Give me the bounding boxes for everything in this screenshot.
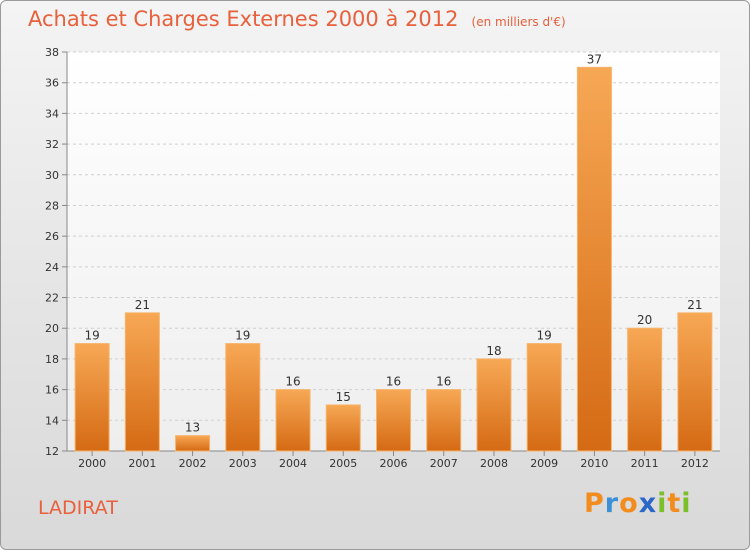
x-tick-label: 2003: [229, 457, 257, 470]
logo-letter: o: [619, 488, 639, 519]
proxiti-logo: Proxiti: [584, 488, 692, 519]
logo-letter: r: [604, 488, 620, 519]
data-label: 16: [436, 375, 451, 389]
data-label: 18: [486, 344, 501, 358]
x-tick-label: 2001: [128, 457, 156, 470]
x-tick-label: 2005: [329, 457, 357, 470]
bar: [476, 358, 512, 452]
bar: [74, 343, 110, 452]
chart-title: Achats et Charges Externes 2000 à 2012 (…: [28, 7, 566, 31]
bar: [124, 312, 160, 452]
logo-letter: i: [681, 488, 692, 519]
x-tick-label: 2010: [580, 457, 608, 470]
place-name: LADIRAT: [38, 497, 118, 519]
bar: [175, 435, 211, 452]
x-tick-label: 2011: [631, 457, 659, 470]
title-text: Achats et Charges Externes 2000 à 2012: [28, 7, 459, 31]
bar: [677, 312, 713, 452]
y-tick-label: 14: [45, 414, 59, 427]
data-label: 21: [135, 298, 150, 312]
data-label: 37: [587, 52, 602, 66]
y-tick-label: 16: [45, 384, 59, 397]
y-tick-label: 30: [45, 169, 59, 182]
y-tick-label: 24: [45, 261, 59, 274]
y-tick-label: 28: [45, 199, 59, 212]
bar: [627, 327, 663, 452]
unit-note: (en milliers d'€): [471, 15, 566, 29]
x-tick-label: 2002: [179, 457, 207, 470]
x-tick-label: 2006: [380, 457, 408, 470]
y-tick-label: 20: [45, 322, 59, 335]
logo-letter: t: [667, 488, 682, 519]
y-tick-label: 18: [45, 353, 59, 366]
bar: [376, 389, 411, 452]
bar: [576, 66, 612, 452]
y-tick-label: 12: [45, 445, 59, 458]
x-tick-label: 2008: [480, 457, 508, 470]
data-label: 21: [687, 298, 702, 312]
bar: [275, 389, 311, 452]
y-tick-label: 22: [45, 292, 59, 305]
y-tick-label: 32: [45, 138, 59, 151]
data-label: 19: [235, 329, 250, 343]
logo-letter: P: [584, 488, 605, 519]
bar: [526, 343, 562, 452]
x-tick-label: 2000: [78, 457, 106, 470]
bar: [325, 404, 361, 452]
y-tick-label: 34: [45, 107, 59, 120]
y-tick-label: 38: [45, 46, 59, 59]
data-label: 16: [386, 375, 401, 389]
y-tick-label: 26: [45, 230, 59, 243]
data-label: 20: [637, 313, 652, 327]
bar: [426, 389, 462, 452]
y-tick-label: 36: [45, 77, 59, 90]
logo-letter: x: [638, 488, 658, 519]
data-label: 19: [537, 329, 552, 343]
x-tick-label: 2007: [430, 457, 458, 470]
data-label: 16: [285, 375, 300, 389]
x-tick-label: 2004: [279, 457, 307, 470]
data-label: 13: [185, 421, 200, 435]
data-label: 19: [84, 329, 99, 343]
x-tick-label: 2012: [681, 457, 709, 470]
bar: [225, 343, 261, 452]
x-tick-label: 2009: [530, 457, 558, 470]
logo-letter: i: [657, 488, 668, 519]
data-label: 15: [336, 390, 351, 404]
